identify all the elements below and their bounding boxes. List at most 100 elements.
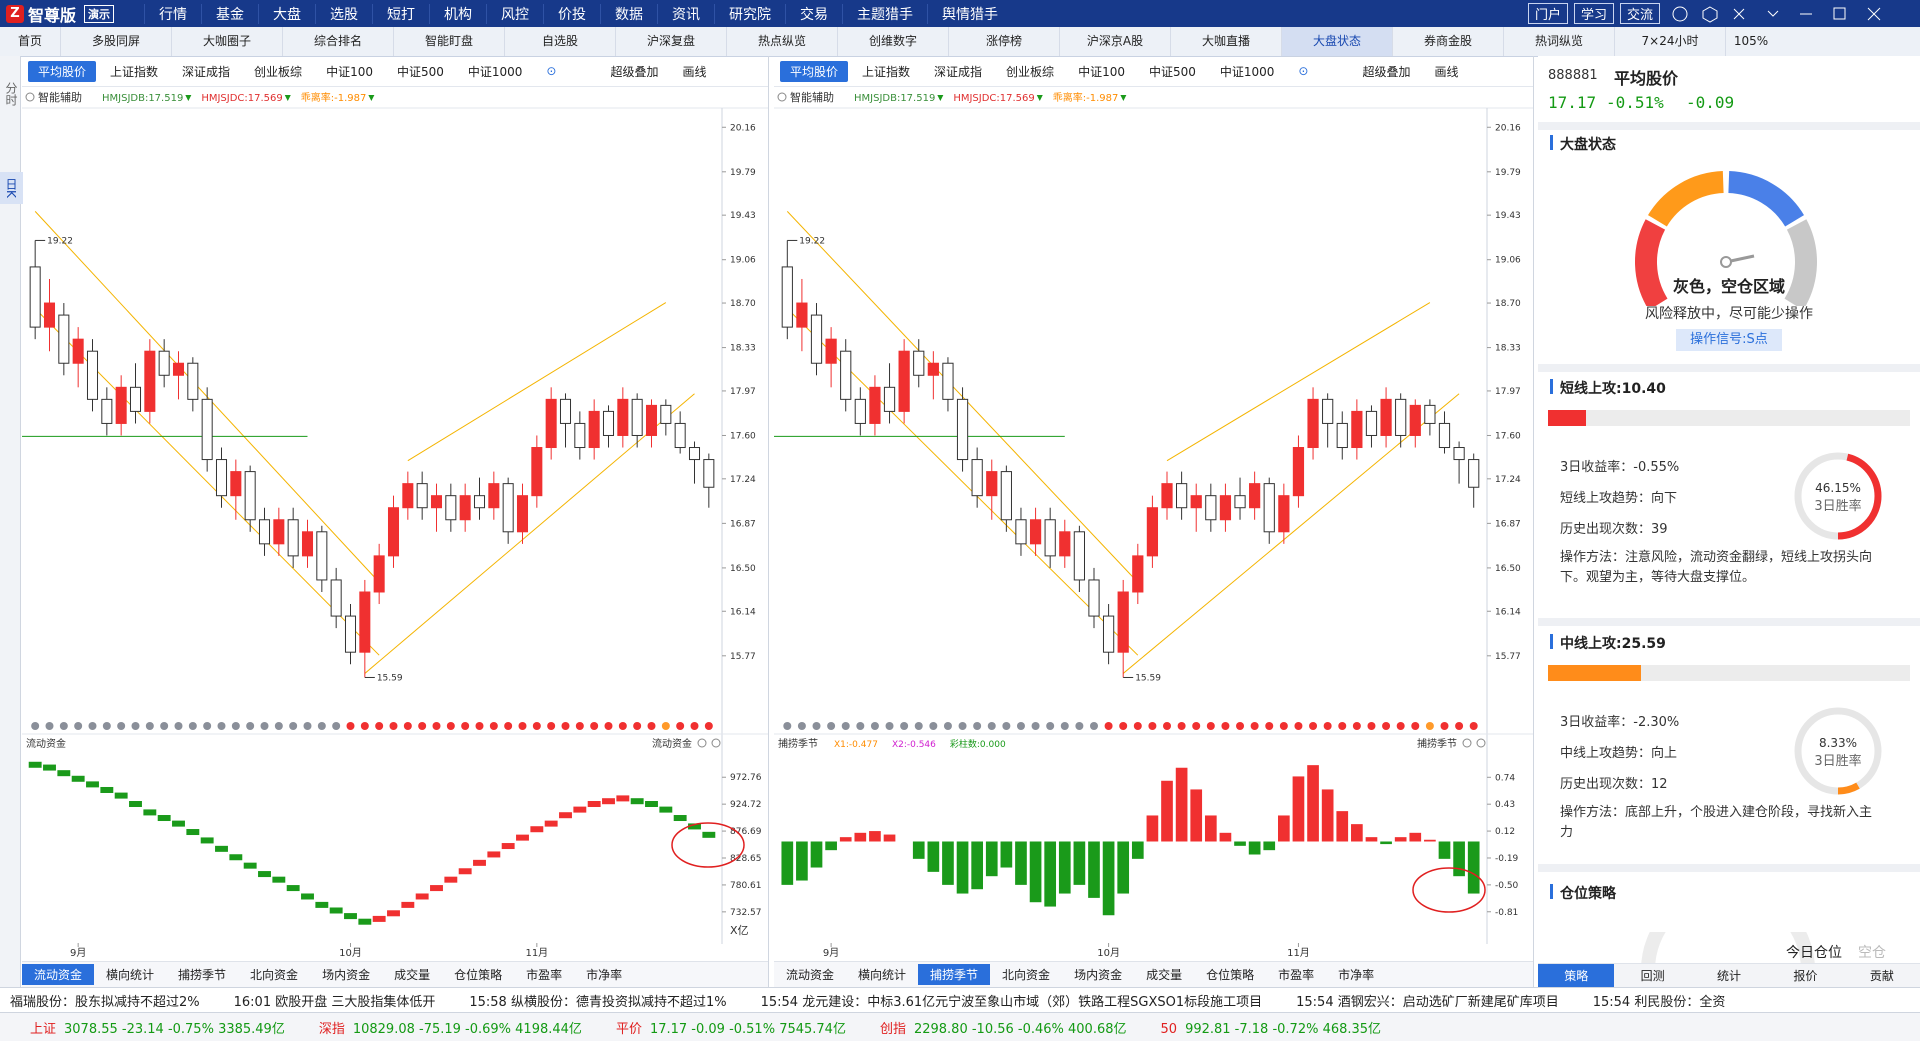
tab[interactable]: 多股同屏 — [61, 27, 172, 56]
toolbar-button[interactable]: 中证100 — [1078, 64, 1125, 79]
menu-item[interactable]: 行情 — [144, 3, 201, 24]
indicator-tab[interactable]: 成交量 — [1146, 968, 1183, 982]
indicator-tab[interactable]: 流动资金 — [22, 964, 95, 985]
indicator-tab[interactable]: 仓位策略 — [1206, 968, 1255, 982]
panel-tab[interactable]: 报价 — [1793, 969, 1818, 983]
toolbar-extra[interactable]: 超级叠加 — [1362, 64, 1411, 79]
menu-item[interactable]: 基金 — [201, 3, 258, 24]
icon[interactable] — [1672, 6, 1688, 22]
panel-tab[interactable]: 贡献 — [1869, 969, 1894, 983]
period-button[interactable]: 分时 — [4, 82, 18, 106]
indicator-tab[interactable]: 北向资金 — [250, 968, 299, 982]
indicator-tab[interactable]: 场内资金 — [322, 968, 371, 982]
menu-item[interactable]: 机构 — [429, 3, 486, 24]
toolbar-button[interactable]: 平均股价 — [780, 60, 849, 82]
toolbar-button[interactable]: 中证500 — [1148, 64, 1196, 79]
top-button[interactable]: 交流 — [1619, 3, 1660, 24]
toolbar-button[interactable]: 中证1000 — [1219, 64, 1275, 79]
tab[interactable]: 7×24小时 — [1615, 27, 1726, 56]
indicator-tab[interactable]: 仓位策略 — [454, 968, 503, 982]
news-item[interactable]: 福瑞股份：股东拟减持不超过2% — [10, 995, 200, 1010]
indicator-tab[interactable]: 横向统计 — [106, 968, 155, 982]
toolbar-button[interactable]: 中证1000 — [467, 64, 523, 79]
index-item[interactable]: 创指 2298.80 -10.56 -0.46% 400.68亿 — [880, 1018, 1127, 1037]
indicator-tab[interactable]: 市盈率 — [1278, 968, 1315, 982]
indicator-tab[interactable]: 横向统计 — [858, 968, 907, 982]
toolbar-extra[interactable]: 画线 — [682, 64, 707, 79]
news-item[interactable]: 15:54 龙元建设：中标3.61亿元宁波至象山市域（郊）铁路工程SGXSO1标… — [760, 995, 1263, 1010]
dropdown-icon[interactable]: ⊙ — [1298, 64, 1309, 78]
menu-item[interactable]: 交易 — [785, 3, 842, 24]
tab[interactable]: 创维数字 — [838, 27, 949, 56]
toolbar-extra[interactable]: 超级叠加 — [610, 64, 659, 79]
indicator-tab[interactable]: 市净率 — [586, 968, 623, 982]
tab[interactable]: 沪深京A股 — [1060, 27, 1171, 56]
indicator-tab[interactable]: 市净率 — [1338, 968, 1375, 982]
toolbar-button[interactable]: 深证成指 — [182, 64, 231, 79]
icon[interactable] — [1833, 7, 1846, 20]
toolbar-button[interactable]: 平均股价 — [28, 60, 97, 82]
settings-icon[interactable] — [697, 738, 707, 748]
news-item[interactable]: 15:54 利民股份：全资 — [1592, 995, 1726, 1010]
toolbar-extra[interactable]: 画线 — [1434, 64, 1459, 79]
panel-tab[interactable]: 策略 — [1538, 964, 1615, 988]
news-item[interactable]: 16:01 欧股开盘 三大股指集体低开 — [233, 995, 436, 1010]
icon[interactable] — [1702, 6, 1718, 23]
toolbar-button[interactable]: 中证100 — [326, 64, 373, 79]
panel-tab[interactable]: 统计 — [1717, 969, 1742, 983]
menu-item[interactable]: 大盘 — [258, 3, 315, 24]
tab[interactable]: 涨停榜 — [949, 27, 1060, 56]
tab[interactable]: 沪深复盘 — [616, 27, 727, 56]
index-item[interactable]: 上证 3078.55 -23.14 -0.75% 3385.49亿 — [30, 1018, 285, 1037]
dropdown-icon[interactable]: ⊙ — [546, 64, 557, 78]
tab[interactable]: 综合排名 — [283, 27, 394, 56]
settings-icon[interactable] — [1462, 738, 1472, 748]
toolbar-button[interactable]: 创业板综 — [254, 64, 303, 79]
tab[interactable]: 券商金股 — [1393, 27, 1504, 56]
toolbar-button[interactable]: 创业板综 — [1006, 64, 1055, 79]
menu-item[interactable]: 风控 — [486, 3, 543, 24]
toolbar-button[interactable]: 上证指数 — [110, 64, 159, 79]
indicator-tab[interactable]: 成交量 — [394, 968, 431, 982]
tab[interactable]: 大咖圈子 — [172, 27, 283, 56]
menu-item[interactable]: 主题猎手 — [842, 3, 927, 24]
indicator-tab[interactable]: 捕捞季节 — [918, 964, 991, 985]
state-dot — [870, 722, 879, 730]
indicator-tab[interactable]: 市盈率 — [526, 968, 563, 982]
indicator-tab[interactable]: 流动资金 — [786, 968, 835, 982]
menu-item[interactable]: 舆情猎手 — [927, 3, 1012, 24]
period-button[interactable]: 日K — [0, 172, 23, 204]
indicator-tab[interactable]: 捕捞季节 — [178, 968, 227, 982]
toolbar-button[interactable]: 中证500 — [396, 64, 444, 79]
tab[interactable]: 自选股 — [505, 27, 616, 56]
index-item[interactable]: 深指 10829.08 -75.19 -0.69% 4198.44亿 — [319, 1018, 582, 1037]
menu-item[interactable]: 短打 — [372, 3, 429, 24]
help-icon[interactable] — [711, 738, 721, 748]
news-item[interactable]: 15:58 纵横股份：德青投资拟减持不超过1% — [469, 995, 727, 1010]
menu-item[interactable]: 数据 — [600, 3, 657, 24]
menu-item[interactable]: 选股 — [315, 3, 372, 24]
tab[interactable]: 大盘状态 — [1282, 27, 1393, 56]
news-item[interactable]: 15:54 酒钢宏兴：启动选矿厂新建尾矿库项目 — [1296, 995, 1559, 1010]
indicator-tab[interactable]: 场内资金 — [1074, 968, 1123, 982]
tab[interactable]: 首页 — [0, 27, 61, 56]
indicator-tab[interactable]: 北向资金 — [1002, 968, 1051, 982]
panel-tab[interactable]: 回测 — [1640, 969, 1665, 983]
menu-item[interactable]: 资讯 — [657, 3, 714, 24]
icon[interactable] — [1767, 10, 1779, 17]
signal-button[interactable]: 操作信号:S点 — [1676, 329, 1782, 351]
tab[interactable]: 大咖直播 — [1171, 27, 1282, 56]
menu-item[interactable]: 研究院 — [714, 3, 785, 24]
toolbar-button[interactable]: 上证指数 — [862, 64, 911, 79]
help-icon[interactable] — [1476, 738, 1486, 748]
index-item[interactable]: 50 992.81 -7.18 -0.72% 468.35亿 — [1161, 1018, 1382, 1037]
tab[interactable]: 热点纵览 — [727, 27, 838, 56]
unit-label: X亿 — [730, 924, 749, 937]
top-button[interactable]: 门户 — [1527, 3, 1568, 24]
index-item[interactable]: 平价 17.17 -0.09 -0.51% 7545.74亿 — [616, 1018, 846, 1037]
menu-item[interactable]: 价投 — [543, 3, 600, 24]
top-button[interactable]: 学习 — [1573, 3, 1614, 24]
tab[interactable]: 智能盯盘 — [394, 27, 505, 56]
tab[interactable]: 热词纵览 — [1504, 27, 1615, 56]
toolbar-button[interactable]: 深证成指 — [934, 64, 983, 79]
